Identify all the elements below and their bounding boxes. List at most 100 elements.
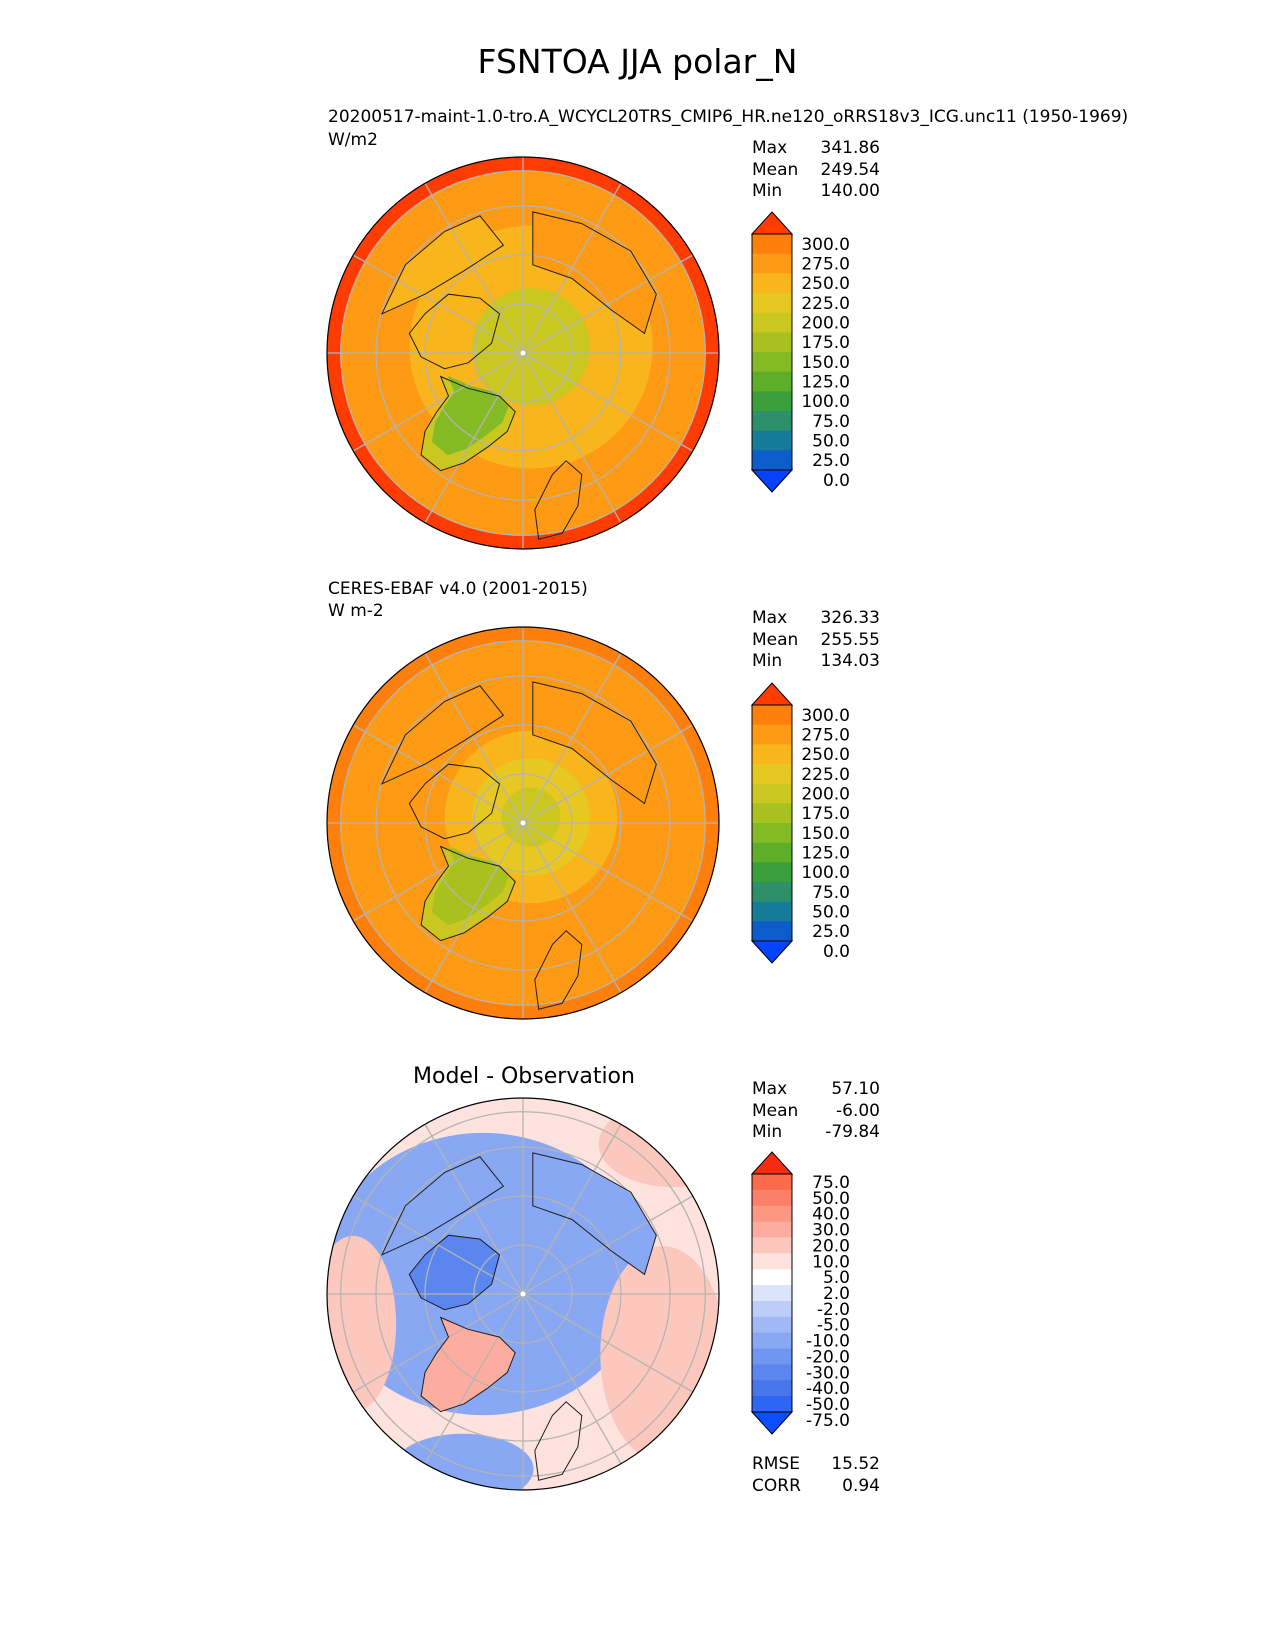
panel2-meridian	[352, 822, 524, 922]
field-band	[392, 1433, 534, 1490]
panel2-stat-max: Max 326.33	[752, 608, 880, 630]
panel1-units: W/m2	[328, 130, 378, 150]
colorbar-tick-label: -2.0	[817, 1300, 850, 1320]
colorbar-segment	[752, 293, 792, 314]
stat-value: 134.03	[820, 651, 880, 671]
panel3-metrics: RMSE 15.52 CORR 0.94	[752, 1454, 880, 1497]
panel2-map	[326, 626, 720, 1020]
panel3-meridian	[352, 1195, 524, 1295]
colorbar-tick-label: 300.0	[801, 706, 850, 726]
colorbar-tick-label: 30.0	[812, 1221, 850, 1241]
colorbar-frame	[751, 1173, 793, 1413]
panel3-coastline	[408, 1234, 501, 1311]
panel1-coastline	[420, 375, 516, 472]
panel1-pole	[520, 350, 526, 356]
field-patch	[421, 1317, 516, 1412]
field-patch	[532, 681, 657, 804]
stat-value: 249.54	[820, 159, 880, 180]
panel1-title: 20200517-maint-1.0-tro.A_WCYCL20TRS_CMIP…	[328, 107, 1129, 127]
stat-label: CORR	[752, 1475, 801, 1496]
panel3-stat-max: Max 57.10	[752, 1079, 880, 1101]
stat-label: Max	[752, 1079, 788, 1099]
colorbar-tick-label: -10.0	[806, 1332, 850, 1352]
field-band	[327, 1235, 397, 1413]
colorbar-segment	[752, 1316, 792, 1334]
field-band	[501, 787, 561, 847]
field-band	[600, 1246, 719, 1462]
colorbar-segment	[752, 921, 792, 942]
panel2-meridian	[522, 652, 622, 824]
colorbar-tick-label: 50.0	[812, 1189, 850, 1209]
colorbar-segment	[752, 1237, 792, 1254]
panel3-meridian	[522, 1195, 694, 1295]
colorbar-segment	[752, 1300, 792, 1318]
colorbar-tick-label: 50.0	[812, 432, 850, 452]
colorbar-segment	[752, 1221, 792, 1238]
colorbar-frame	[751, 233, 793, 471]
stat-label: Min	[752, 651, 783, 671]
field-patch	[532, 211, 657, 334]
colorbar-tick-label: 75.0	[812, 883, 850, 903]
colorbar-segment	[752, 1348, 792, 1365]
stat-value: 0.94	[842, 1475, 880, 1496]
panel1-meridian	[352, 352, 524, 452]
colorbar-tick-label: 175.0	[801, 333, 850, 353]
colorbar-tick-label: 150.0	[801, 824, 850, 844]
colorbar-tick-label: 75.0	[812, 412, 850, 432]
panel1-meridian	[424, 182, 524, 354]
colorbar-segment	[752, 1189, 792, 1207]
figure-title: FSNTOA JJA polar_N	[477, 42, 798, 81]
stat-label: Max	[752, 138, 788, 158]
colorbar-tick-label: 25.0	[812, 451, 850, 471]
colorbar-segment	[752, 803, 792, 824]
panel2-frame	[326, 626, 720, 1020]
colorbar-segment	[752, 450, 792, 471]
colorbar-tick-label: -50.0	[806, 1395, 850, 1415]
panel2-meridian	[522, 724, 694, 824]
panel3-title: Model - Observation	[413, 1064, 635, 1089]
panel1-frame	[326, 156, 720, 550]
field-patch	[431, 845, 509, 926]
panel2-coastline	[408, 763, 501, 840]
colorbar-tick-label: 200.0	[801, 785, 850, 805]
panel3-frame	[326, 1097, 720, 1491]
panel2-meridian	[352, 724, 524, 824]
panel3-stat-corr: CORR 0.94	[752, 1476, 880, 1498]
panel3-meridian	[424, 1123, 524, 1295]
colorbar-tick-label: 0.0	[823, 942, 850, 962]
colorbar-segment	[752, 411, 792, 432]
colorbar-tick-label: 0.0	[823, 471, 850, 491]
colorbar-segment	[752, 352, 792, 373]
colorbar-tick-label: 25.0	[812, 922, 850, 942]
colorbar-tick-label: 100.0	[801, 863, 850, 883]
colorbar-segment	[752, 842, 792, 863]
colorbar-tick-label: 20.0	[812, 1236, 850, 1256]
colorbar-tick-label: 250.0	[801, 274, 850, 294]
stat-value: -79.84	[825, 1122, 880, 1142]
panel2-coastline	[532, 681, 657, 805]
colorbar-segment	[752, 1253, 792, 1270]
panel2-meridian	[424, 652, 524, 824]
colorbar-tick-label: 275.0	[801, 726, 850, 746]
panel3-pole	[520, 1291, 526, 1297]
panel2-meridian	[522, 822, 622, 994]
colorbar-tick-label: 200.0	[801, 314, 850, 334]
field-band	[435, 1193, 631, 1375]
colorbar-segment	[752, 391, 792, 412]
panel1-meridian	[522, 254, 694, 354]
stat-label: Mean	[752, 159, 799, 180]
colorbar-segment	[752, 1205, 792, 1223]
colorbar-tick-label: 225.0	[801, 765, 850, 785]
panel3-map	[326, 1097, 720, 1491]
panel1-stat-mean: Mean 249.54	[752, 160, 880, 182]
panel2-field	[327, 627, 719, 1019]
panel3-stats: Max 57.10 Mean -6.00 Min -79.84	[752, 1079, 880, 1144]
panel3-coastline	[532, 1152, 657, 1276]
panel1-coastline	[408, 293, 501, 370]
stat-value: -6.00	[836, 1100, 880, 1121]
colorbar-frame	[751, 704, 793, 942]
panel2-colorbar: 300.0275.0250.0225.0200.0175.0150.0125.0…	[750, 682, 850, 964]
stat-value: 326.33	[820, 608, 880, 628]
colorbar-extend-bottom	[750, 469, 794, 493]
